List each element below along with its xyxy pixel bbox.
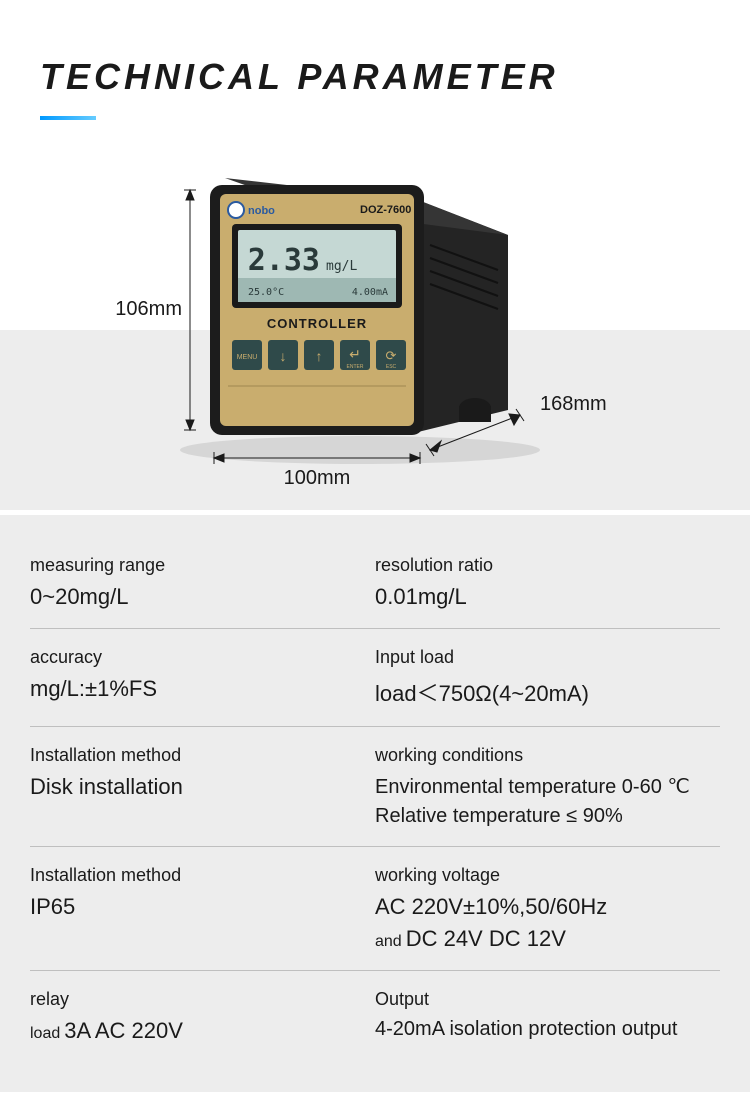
spec-value: AC 220V±10%,50/60Hz (375, 894, 710, 920)
btn-menu: MENU (237, 354, 258, 361)
lcd-ma: 4.00mA (352, 287, 388, 298)
svg-text:ENTER: ENTER (347, 364, 364, 370)
spec-value: load＜750Ω(4~20mA) (375, 676, 710, 708)
device-diagram: nobo DOZ-7600 2.33 mg/L 25.0°C 4.00mA CO… (0, 140, 750, 515)
spec-value: andDC 24V DC 12V (375, 926, 710, 952)
spec-label: resolution ratio (375, 555, 710, 576)
lcd-value: 2.33 (248, 243, 320, 278)
header: TECHNICAL PARAMETER (0, 0, 750, 140)
lcd-unit: mg/L (326, 259, 357, 274)
accent-line (40, 116, 96, 120)
device-svg: nobo DOZ-7600 2.33 mg/L 25.0°C 4.00mA CO… (0, 150, 750, 510)
spec-value: 0~20mg/L (30, 584, 365, 610)
spec-row: Installation method IP65 working voltage… (30, 846, 720, 970)
spec-label: measuring range (30, 555, 365, 576)
spec-row: measuring range 0~20mg/L resolution rati… (30, 555, 720, 628)
spec-value: 0.01mg/L (375, 584, 710, 610)
device-model: DOZ-7600 (360, 204, 411, 216)
spec-value: IP65 (30, 894, 365, 920)
spec-row: relay load3A AC 220V Output 4-20mA isola… (30, 970, 720, 1062)
page-title: TECHNICAL PARAMETER (40, 56, 710, 98)
spec-value: Disk installation (30, 774, 365, 800)
controller-label: CONTROLLER (267, 316, 367, 331)
spec-value: 4-20mA isolation protection output (375, 1018, 710, 1041)
spec-value: Relative temperature ≤ 90% (375, 805, 710, 828)
spec-label: Installation method (30, 745, 365, 766)
spec-value: mg/L:±1%FS (30, 676, 365, 702)
device-body: nobo DOZ-7600 2.33 mg/L 25.0°C 4.00mA CO… (180, 178, 540, 464)
dim-depth-label: 168mm (540, 393, 607, 415)
spec-value: load3A AC 220V (30, 1018, 365, 1044)
spec-label: working voltage (375, 865, 710, 886)
spec-table: measuring range 0~20mg/L resolution rati… (0, 515, 750, 1092)
svg-text:ESC: ESC (386, 364, 397, 370)
lcd-temp: 25.0°C (248, 287, 284, 298)
btn-up: ↑ (316, 348, 323, 364)
spec-row: accuracy mg/L:±1%FS Input load load＜750Ω… (30, 628, 720, 726)
spec-value: Environmental temperature 0-60 ℃ (375, 774, 710, 799)
spec-label: accuracy (30, 647, 365, 668)
dim-width-label: 100mm (284, 467, 351, 489)
spec-label: Output (375, 989, 710, 1010)
btn-down: ↓ (280, 348, 287, 364)
spec-label: relay (30, 989, 365, 1010)
btn-enter: ↵ (349, 346, 361, 362)
spec-label: working conditions (375, 745, 710, 766)
spec-label: Input load (375, 647, 710, 668)
dim-height-label: 106mm (115, 298, 182, 320)
spec-label: Installation method (30, 865, 365, 886)
spec-row: Installation method Disk installation wo… (30, 726, 720, 846)
device-brand: nobo (248, 205, 275, 217)
btn-esc: ⟳ (386, 348, 397, 363)
device-buttons: MENU ↓ ↑ ↵ ⟳ ENTER ESC (232, 340, 406, 370)
